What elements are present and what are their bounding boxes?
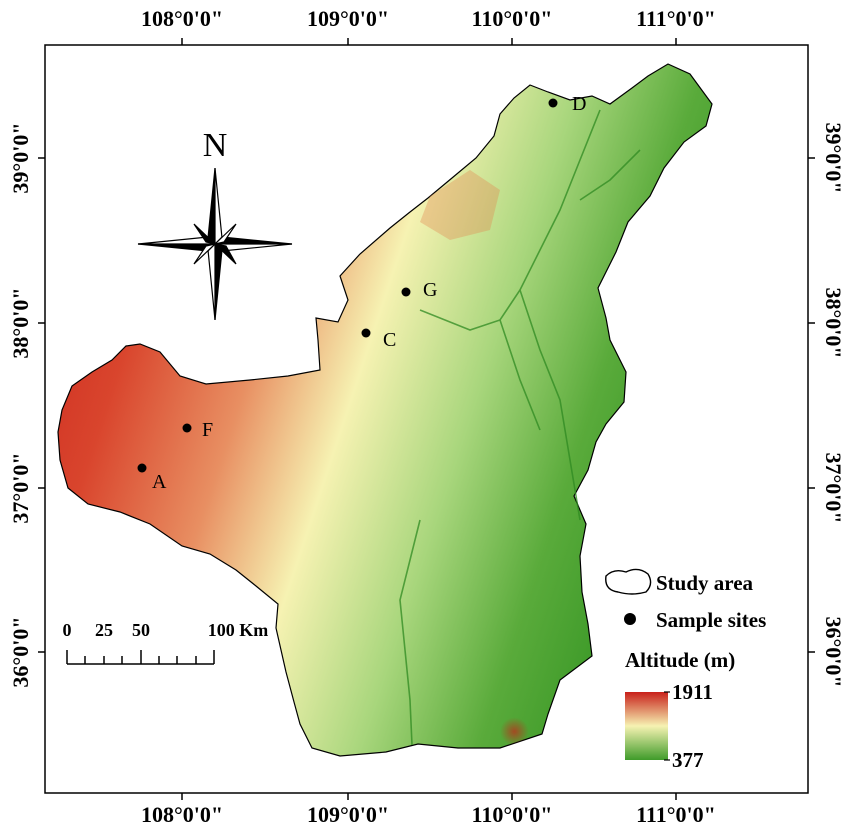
- scale-label-0: 0: [63, 620, 72, 640]
- study-area-legend-icon: [605, 568, 652, 595]
- sample-site-markers: D G C F A: [137, 93, 586, 493]
- sample-site-d-label: D: [572, 93, 586, 115]
- north-arrow: N: [137, 127, 293, 321]
- bottom-longitude-labels: 108°0'0" 109°0'0" 110°0'0" 111°0'0": [141, 802, 716, 827]
- sample-site-a-marker: [137, 463, 147, 473]
- scale-bar: 0 25 50 100 Km: [63, 620, 269, 665]
- scale-label-50: 50: [132, 620, 150, 640]
- north-label: N: [203, 127, 228, 164]
- bottom-tick-label: 111°0'0": [636, 802, 716, 827]
- left-tick-label: 38°0'0": [8, 287, 33, 358]
- legend-study-area-label: Study area: [656, 571, 754, 595]
- sample-sites-legend-icon: [624, 613, 636, 625]
- altitude-max-label: 1911: [672, 680, 713, 704]
- sample-site-g-marker: [401, 287, 411, 297]
- altitude-color-ramp: [625, 692, 668, 760]
- altitude-min-label: 377: [672, 748, 704, 772]
- legend-sample-sites-label: Sample sites: [656, 608, 766, 632]
- compass-rose-icon: [137, 167, 293, 321]
- study-area-south-highland: [440, 630, 560, 748]
- right-tick-label: 37°0'0": [821, 452, 846, 523]
- sample-site-f-label: F: [202, 419, 213, 441]
- bottom-tick-label: 108°0'0": [141, 802, 223, 827]
- left-latitude-labels: 39°0'0" 38°0'0" 37°0'0" 36°0'0": [8, 122, 33, 687]
- frame-ticks: [38, 38, 815, 800]
- bottom-tick-label: 110°0'0": [472, 802, 553, 827]
- scale-label-100: 100 Km: [208, 620, 269, 640]
- right-latitude-labels: 39°0'0" 38°0'0" 37°0'0" 36°0'0": [821, 122, 846, 687]
- sample-site-c-marker: [361, 328, 371, 338]
- bottom-tick-label: 109°0'0": [307, 802, 389, 827]
- sample-site-g-label: G: [423, 279, 437, 301]
- right-tick-label: 39°0'0": [821, 122, 846, 193]
- top-longitude-labels: 108°0'0" 109°0'0" 110°0'0" 111°0'0": [141, 6, 716, 31]
- study-area-north-highland: [420, 170, 500, 240]
- right-tick-label: 36°0'0": [821, 616, 846, 687]
- sample-site-a-label: A: [152, 471, 167, 493]
- sample-site-f-marker: [182, 423, 192, 433]
- top-tick-label: 108°0'0": [141, 6, 223, 31]
- legend-altitude-title: Altitude (m): [625, 648, 735, 672]
- study-area-terrain: [57, 63, 713, 757]
- top-tick-label: 109°0'0": [307, 6, 389, 31]
- top-tick-label: 111°0'0": [636, 6, 716, 31]
- sample-site-c-label: C: [383, 329, 396, 351]
- right-tick-label: 38°0'0": [821, 287, 846, 358]
- map-legend: Study area Sample sites Altitude (m) 191…: [605, 568, 766, 772]
- top-tick-label: 110°0'0": [472, 6, 553, 31]
- left-tick-label: 37°0'0": [8, 452, 33, 523]
- left-tick-label: 36°0'0": [8, 616, 33, 687]
- left-tick-label: 39°0'0": [8, 122, 33, 193]
- scale-label-25: 25: [95, 620, 113, 640]
- sample-site-d-marker: [548, 98, 558, 108]
- river-network: [399, 109, 641, 746]
